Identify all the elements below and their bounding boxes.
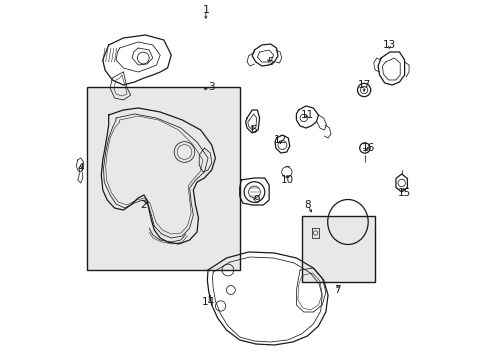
Text: 4: 4 bbox=[77, 163, 84, 173]
Text: 2: 2 bbox=[141, 200, 147, 210]
Text: 12: 12 bbox=[273, 135, 286, 145]
Text: 6: 6 bbox=[250, 125, 257, 135]
Text: 13: 13 bbox=[383, 40, 396, 50]
Text: 17: 17 bbox=[357, 80, 370, 90]
Text: 3: 3 bbox=[208, 82, 215, 92]
Text: 5: 5 bbox=[267, 57, 273, 67]
Text: 15: 15 bbox=[397, 188, 410, 198]
Text: 11: 11 bbox=[300, 110, 313, 120]
Text: 16: 16 bbox=[361, 143, 374, 153]
Text: 8: 8 bbox=[304, 200, 310, 210]
Text: 1: 1 bbox=[202, 5, 209, 15]
Bar bbox=[301, 216, 374, 282]
Text: 10: 10 bbox=[281, 175, 293, 185]
Text: 14: 14 bbox=[201, 297, 214, 307]
Bar bbox=[86, 87, 239, 270]
Text: 7: 7 bbox=[334, 285, 340, 295]
Text: 9: 9 bbox=[253, 195, 260, 205]
